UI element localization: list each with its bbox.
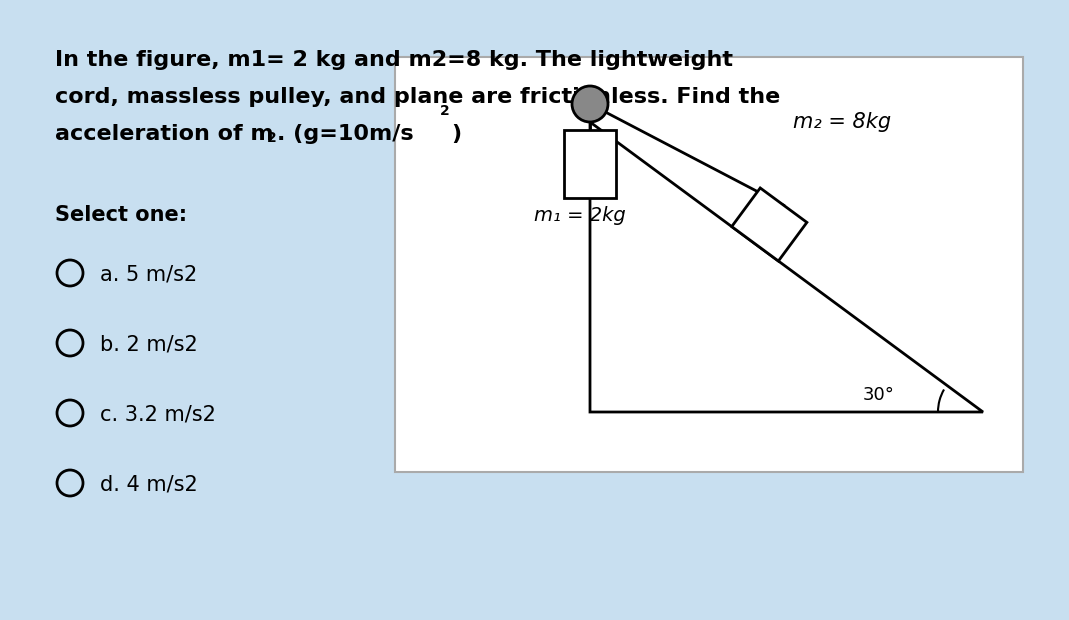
Text: m₂ = 8kg: m₂ = 8kg	[793, 112, 892, 132]
Bar	[396, 57, 1023, 472]
Text: d. 4 m/s2: d. 4 m/s2	[100, 475, 198, 495]
Text: . (g=10m/s: . (g=10m/s	[277, 124, 414, 144]
Text: ): )	[451, 124, 461, 144]
Bar	[564, 130, 616, 198]
Text: a. 5 m/s2: a. 5 m/s2	[100, 265, 198, 285]
Text: 2: 2	[440, 104, 450, 118]
Text: b. 2 m/s2: b. 2 m/s2	[100, 335, 198, 355]
Polygon shape	[731, 188, 807, 261]
Text: c. 3.2 m/s2: c. 3.2 m/s2	[100, 405, 216, 425]
Text: 30°: 30°	[863, 386, 895, 404]
Text: acceleration of m: acceleration of m	[55, 124, 274, 144]
Circle shape	[572, 86, 608, 122]
Text: Select one:: Select one:	[55, 205, 187, 225]
Text: cord, massless pulley, and plane are frictionless. Find the: cord, massless pulley, and plane are fri…	[55, 87, 780, 107]
Text: m₁ = 2kg: m₁ = 2kg	[534, 206, 625, 225]
Text: 2: 2	[267, 131, 277, 145]
Text: In the figure, m1= 2 kg and m2=8 kg. The lightweight: In the figure, m1= 2 kg and m2=8 kg. The…	[55, 50, 733, 70]
